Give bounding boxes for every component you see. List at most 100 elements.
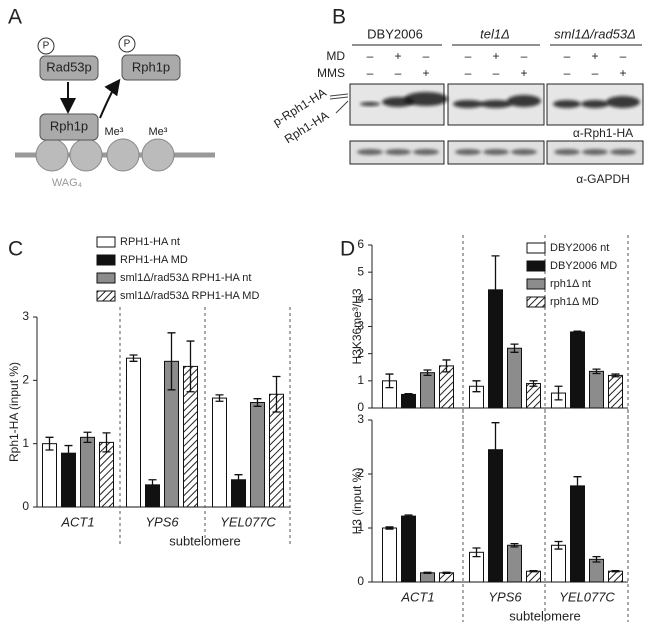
band [404, 92, 448, 106]
error-bar [573, 330, 582, 334]
y-tick-label: 1 [22, 436, 29, 450]
error-bar [611, 373, 620, 378]
legend-swatch [526, 260, 546, 272]
error-bar [491, 422, 500, 478]
y-tick-label: 0 [357, 574, 364, 588]
band [385, 149, 411, 155]
legend-label: DBY2006 nt [550, 242, 609, 254]
bar [42, 443, 57, 508]
bar [526, 383, 541, 409]
error-bar [64, 444, 73, 462]
bar [551, 544, 566, 583]
y-axis-label: Rph1-HA (input %) [7, 362, 21, 462]
legend-swatch [526, 278, 546, 290]
bar [570, 331, 585, 409]
nucleosome [35, 138, 69, 172]
band-pointer [329, 93, 349, 114]
group: tel1Δ [480, 26, 510, 41]
kinase-box [39, 55, 99, 81]
bar [507, 544, 522, 583]
band [360, 102, 380, 106]
band [413, 149, 439, 155]
kinase: Rad53p [46, 59, 92, 74]
sign: – [367, 49, 374, 63]
bar [401, 393, 416, 409]
error-bar [45, 436, 54, 451]
methyl-mark: Me³ [105, 126, 124, 138]
diagram: Rad53p P Rph1p Rph1p P Me³ Me³ WAG₄ [15, 35, 215, 189]
band [453, 100, 483, 108]
x-tick-label: ACT1 [400, 589, 434, 604]
y-axis-label: H3 (input %) [350, 468, 364, 535]
bar [608, 570, 623, 583]
bar [439, 572, 454, 583]
error-bar [186, 340, 195, 393]
sign: + [619, 66, 626, 80]
bar [382, 527, 397, 583]
y-tick-label: 0 [22, 499, 29, 513]
bar [212, 397, 227, 508]
legend-swatch [96, 236, 116, 248]
error-bar [554, 385, 563, 401]
antibody: α-GAPDH [576, 172, 630, 186]
arrow [99, 78, 121, 119]
bar [401, 515, 416, 583]
x-axis-label: subtelomere [509, 608, 581, 623]
y-tick-label: 2 [357, 346, 364, 360]
band [483, 149, 509, 155]
bar [420, 372, 435, 409]
legend-label: sml1Δ/rad53Δ RPH1-HA MD [120, 290, 259, 302]
error-bar [529, 570, 538, 573]
legend-label: rph1Δ MD [550, 296, 599, 308]
bar [589, 370, 604, 409]
band [455, 149, 481, 155]
error-bar [423, 571, 432, 575]
bar [420, 572, 435, 583]
error-bar [554, 540, 563, 550]
error-bar [592, 368, 601, 375]
target-box [121, 54, 181, 81]
antibody: α-Rph1-HA [573, 126, 633, 140]
band [554, 149, 580, 155]
legend-label: rph1Δ nt [550, 278, 591, 290]
group: sml1Δ/rad53Δ [554, 26, 636, 41]
sign: + [492, 49, 499, 63]
band [582, 149, 608, 155]
bar [608, 374, 623, 409]
bar [250, 402, 265, 508]
error-bar [215, 394, 224, 402]
error-bar [129, 354, 138, 362]
y-tick-label: 0 [357, 400, 364, 414]
y-tick-label: 2 [357, 466, 364, 480]
bar [80, 436, 95, 508]
band [606, 96, 640, 108]
sign: – [564, 49, 571, 63]
x-tick-label: YPS6 [488, 589, 522, 604]
error-bar [253, 398, 262, 407]
band [507, 95, 541, 107]
target: Rph1p [50, 118, 88, 133]
phospho [37, 37, 55, 55]
error-bar [404, 514, 413, 518]
band [480, 100, 512, 108]
error-bar [573, 476, 582, 496]
x-tick-label: YPS6 [145, 514, 179, 529]
error-bar [472, 380, 481, 393]
phospho-label: P [43, 41, 50, 52]
error-bar [385, 373, 394, 389]
error-bar [529, 380, 538, 387]
sign: – [521, 49, 528, 63]
sign: – [465, 49, 472, 63]
error-bar [148, 479, 157, 491]
x-tick-label: ACT1 [60, 514, 94, 529]
y-tick-label: 5 [357, 264, 364, 278]
error-bar [83, 431, 92, 444]
error-bar [234, 474, 243, 486]
y-axis-label: H3K36me³/H3 [350, 288, 364, 364]
error-bar [510, 343, 519, 353]
error-bar [472, 547, 481, 558]
error-bar [102, 432, 111, 453]
legend-label: DBY2006 MD [550, 260, 617, 272]
